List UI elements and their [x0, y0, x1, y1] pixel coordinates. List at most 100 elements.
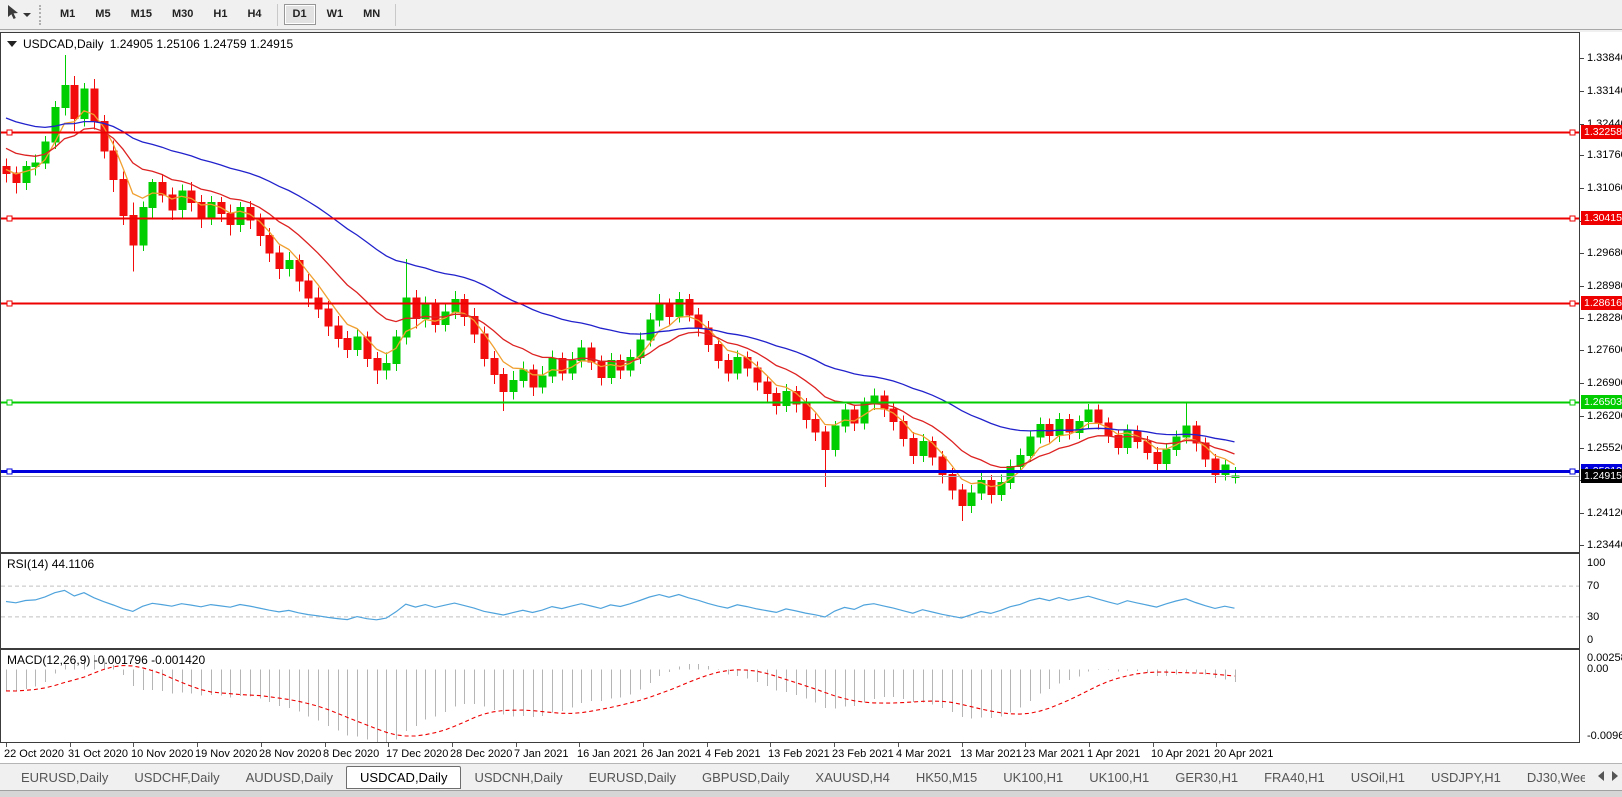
- toolbar-separator: [395, 3, 397, 26]
- price-tick-label: 1.25520: [1587, 442, 1622, 454]
- rsi-label: RSI(14) 44.1106: [7, 557, 94, 571]
- horizontal-line-1.30415[interactable]: [1, 215, 1579, 222]
- timeframe-button-W1[interactable]: W1: [326, 8, 344, 20]
- tab-scroll-right-icon[interactable]: [1612, 771, 1618, 781]
- time-tick: [1153, 743, 1154, 747]
- price-line-label-1.26503: 1.26503: [1581, 395, 1622, 409]
- macd-axis-label: 0.00258: [1587, 652, 1622, 664]
- tab-USDCAD-Daily[interactable]: USDCAD,Daily: [346, 765, 462, 789]
- time-tick: [770, 743, 771, 747]
- price-line-label-1.28616: 1.28616: [1581, 296, 1622, 310]
- price-tick-label: 1.28280: [1587, 312, 1622, 324]
- time-tick: [70, 743, 71, 747]
- date-label: 4 Feb 2021: [705, 748, 761, 760]
- timeframe-button-M5[interactable]: M5: [95, 8, 111, 20]
- macd-label: MACD(12,26,9) -0.001796 -0.001420: [7, 653, 205, 667]
- timeframe-button-M15[interactable]: M15: [130, 8, 152, 20]
- chart-symbol-period: USDCAD,Daily: [23, 37, 104, 51]
- tab-GER30-H1[interactable]: GER30,H1: [1175, 769, 1239, 785]
- tab-XAUUSD-H4[interactable]: XAUUSD,H4: [815, 769, 890, 785]
- price-tick-label: 1.33140: [1587, 85, 1622, 97]
- rsi-name: RSI(14): [7, 557, 49, 571]
- time-tick: [1089, 743, 1090, 747]
- tab-UK100-H1[interactable]: UK100,H1: [1089, 769, 1150, 785]
- date-label: 28 Dec 2020: [450, 748, 513, 760]
- price-axis[interactable]: 1.338401.331401.324401.317601.310601.303…: [1580, 32, 1622, 743]
- horizontal-line-1.28616[interactable]: [1, 300, 1579, 307]
- dropdown-caret-icon: [23, 12, 31, 17]
- horizontal-line-1.26503[interactable]: [1, 399, 1579, 406]
- time-tick: [388, 743, 389, 747]
- time-tick: [452, 743, 453, 747]
- horizontal-line-1.32258[interactable]: [1, 129, 1579, 136]
- macd-plot: [5, 654, 1236, 742]
- price-tick: [1580, 91, 1584, 92]
- rsi-panel[interactable]: RSI(14) 44.1106: [0, 553, 1580, 649]
- toolbar-separator: [276, 3, 278, 26]
- ma-slow-line[interactable]: [5, 117, 1235, 443]
- timeframe-toolbar: M1 M5 M15 M30 H1 H4 D1 W1 MN: [50, 3, 401, 26]
- tab-EURUSD-Daily[interactable]: EURUSD,Daily: [588, 769, 676, 785]
- price-tick: [1580, 58, 1584, 59]
- date-label: 28 Nov 2020: [259, 748, 322, 760]
- time-tick: [834, 743, 835, 747]
- timeframe-button-H4[interactable]: H4: [247, 8, 262, 20]
- price-tick-label: 1.26200: [1587, 410, 1622, 422]
- cursor-tool-button[interactable]: [0, 3, 35, 27]
- tab-EURUSD-Daily[interactable]: EURUSD,Daily: [21, 769, 109, 785]
- tab-HK50-M15[interactable]: HK50,M15: [915, 769, 978, 785]
- timeframe-button-H1[interactable]: H1: [213, 8, 228, 20]
- macd-axis-label: 0.00: [1587, 663, 1609, 675]
- date-label: 16 Jan 2021: [577, 748, 638, 760]
- rsi-axis-label: 70: [1587, 580, 1600, 592]
- tab-FRA40-H1[interactable]: FRA40,H1: [1264, 769, 1325, 785]
- rsi-plot: [1, 585, 1579, 621]
- macd-name: MACD(12,26,9): [7, 653, 91, 667]
- tab-AUDUSD-Daily[interactable]: AUDUSD,Daily: [245, 769, 334, 785]
- current-price-label: 1.24915: [1581, 469, 1622, 483]
- timeframe-button-M1[interactable]: M1: [60, 8, 76, 20]
- candlestick-chart: [1, 55, 1579, 522]
- rsi-value: 44.1106: [51, 557, 95, 571]
- macd-panel[interactable]: MACD(12,26,9) -0.001796 -0.001420: [0, 649, 1580, 743]
- tab-scroll-left-icon[interactable]: [1598, 771, 1604, 781]
- ma-mid-line[interactable]: [5, 127, 1235, 469]
- time-tick: [1025, 743, 1026, 747]
- tab-DJ30-Weekly[interactable]: DJ30,Weekly: [1526, 769, 1585, 785]
- price-chart-panel[interactable]: USDCAD,Daily 1.24905 1.25106 1.24759 1.2…: [0, 32, 1580, 553]
- tab-UK100-H1[interactable]: UK100,H1: [1003, 769, 1064, 785]
- timeframe-button-MN[interactable]: MN: [363, 8, 381, 20]
- price-tick: [1580, 350, 1584, 351]
- tab-USDCHF-Daily[interactable]: USDCHF,Daily: [134, 769, 220, 785]
- horizontal-line-1.25019[interactable]: [1, 468, 1579, 475]
- price-tick: [1580, 318, 1584, 319]
- tab-USDJPY-H1[interactable]: USDJPY,H1: [1430, 769, 1501, 785]
- time-tick: [1216, 743, 1217, 747]
- tab-scroll-arrows: [1598, 771, 1618, 781]
- date-label: 26 Jan 2021: [641, 748, 702, 760]
- time-tick: [898, 743, 899, 747]
- price-tick: [1580, 513, 1584, 514]
- tab-GBPUSD-Daily[interactable]: GBPUSD,Daily: [701, 769, 790, 785]
- price-tick: [1580, 253, 1584, 254]
- timeframe-button-D1[interactable]: D1: [283, 4, 316, 25]
- price-tick: [1580, 286, 1584, 287]
- date-label: 23 Feb 2021: [832, 748, 894, 760]
- rsi-axis-label: 100: [1587, 557, 1606, 569]
- price-tick-label: 1.24120: [1587, 507, 1622, 519]
- time-tick: [516, 743, 517, 747]
- tab-USOil-H1[interactable]: USOil,H1: [1350, 769, 1405, 785]
- tab-USDCNH-Daily[interactable]: USDCNH,Daily: [474, 769, 563, 785]
- price-tick-label: 1.26900: [1587, 377, 1622, 389]
- timeframe-button-M30[interactable]: M30: [171, 8, 194, 20]
- date-label: 13 Feb 2021: [768, 748, 830, 760]
- macd-main-value: -0.001796: [93, 653, 148, 667]
- time-tick: [579, 743, 580, 747]
- chart-dropdown-icon[interactable]: [7, 41, 17, 47]
- chart-tabs: EURUSD,Daily USDCHF,Daily AUDUSD,Daily USDC…: [0, 765, 1585, 789]
- time-axis[interactable]: 22 Oct 2020 31 Oct 2020 10 Nov 2020 19 Nov …: [0, 743, 1622, 764]
- price-tick-label: 1.29680: [1587, 247, 1622, 259]
- ma-fast-line[interactable]: [5, 110, 1235, 488]
- rsi-axis-label: 0: [1587, 634, 1594, 646]
